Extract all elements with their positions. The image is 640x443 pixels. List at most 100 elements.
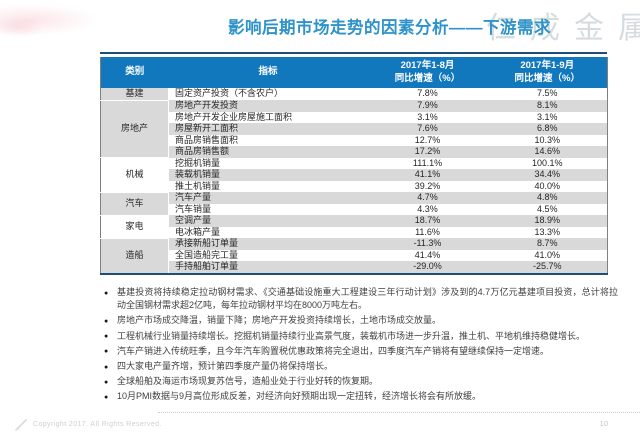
bullet-item: 房地产市场成交降温，销量下降；房地产开发投资持续增长，土地市场成交放量。 [104,314,618,328]
indicators-table: 类别 指标 2017年1-8月 同比增速（%） 2017年1-9月 同比增速（%… [100,52,608,275]
header-row: 类别 指标 2017年1-8月 同比增速（%） 2017年1-9月 同比增速（%… [100,57,608,88]
sep-growth-cell: 41.0% [534,249,561,260]
table-row: 商品房销售额 17.2% 14.6% [101,146,608,158]
table-row: 基建 固定资产投资（不含农户） 7.8% 7.5% [100,88,608,100]
aug-growth-cell: 18.7% [367,215,488,227]
pink-smudge [0,4,100,36]
aug-growth-cell: 111.1% [412,157,443,168]
indicator-cell: 挖掘机销量 [175,157,221,168]
indicator-cell: 承接新船订单量 [168,238,368,250]
pink-smudge [0,16,44,38]
page-number: 10 [599,419,608,428]
bullet-item: 汽车产销进入传统旺季，且今年汽车购置税优惠政策将完全退出，四季度汽车产销将有望继… [104,345,618,358]
sep-growth-cell: 8.7% [487,238,608,250]
table-row: 手持船舶订单量 -29.0% -25.7% [101,261,608,274]
table-row: 房地产 房地产开发投资 7.9% 8.1% [100,99,608,158]
indicator-cell: 汽车销量 [175,203,212,214]
indicator-cell: 房地产开发企业房屋施工面积 [175,111,293,122]
table-row: 房地产开发企业房屋施工面积 3.1% 3.1% [101,112,608,124]
aug-growth-cell: 41.4% [414,249,441,260]
col-header-category: 类别 [100,57,169,88]
sep-growth-cell: 6.8% [487,123,608,135]
bullet-item: 全球船舶及海运市场现复苏信号，造船业处于行业好转的恢复期。 [104,375,618,389]
table-row: 机械 挖掘机销量 111.1% 100.1% [100,157,608,192]
col-header-aug-period: 2017年1-8月 [400,60,455,72]
table-row: 电冰箱产量 11.6% 13.3% [101,227,608,239]
aug-growth-cell: 7.9% [367,100,488,112]
bullet-item: 四大家电产量齐增，预计第四季度产量仍将保持增长。 [104,360,618,374]
table-row: 推土机销量 39.2% 40.0% [101,181,608,193]
sep-growth-cell: 100.1% [531,157,563,168]
indicator-cell: 商品房销售额 [168,146,368,158]
indicator-cell: 房屋新开工面积 [168,123,368,135]
watermark-text: 仁成金属 [486,12,640,45]
aug-growth-cell: 7.6% [367,123,488,135]
table-top-border [100,52,607,54]
sep-growth-cell: 13.3% [534,226,561,237]
col-header-indicator: 指标 [168,57,368,88]
sep-growth-cell: 40.0% [534,180,561,191]
category-cell: 汽车 [100,191,169,215]
table-row: 全国造船完工量 41.4% 41.0% [101,250,608,262]
sep-growth-cell: 3.1% [536,111,558,122]
category-cell: 家电 [100,214,169,238]
aug-growth-cell: 41.1% [367,169,488,181]
table-row: 汽车销量 4.3% 4.5% [101,204,608,216]
indicator-cell: 空调产量 [168,215,368,227]
bullet-item: 10月PMI数据与9月高位形成反差，对经济向好预期出现一定扭转，经济增长将会有所… [104,390,618,404]
category-cell: 机械 [100,157,169,192]
sep-growth-cell: 34.4% [487,169,608,181]
category-cell: 造船 [100,237,169,274]
indicator-cell: 装载机销量 [168,169,368,181]
sep-growth-cell: 10.3% [534,134,561,145]
indicator-cell: 固定资产投资（不含农户） [175,88,284,99]
footer-divider [158,412,640,413]
sep-growth-cell: 7.5% [536,88,558,99]
table-header: 类别 指标 2017年1-8月 同比增速（%） 2017年1-9月 同比增速（%… [100,57,608,88]
growth-rate-table: 类别 指标 2017年1-8月 同比增速（%） 2017年1-9月 同比增速（%… [100,57,608,275]
pencil-icon [15,419,27,431]
col-header-sep-period: 2017年1-9月 [520,60,575,72]
indicator-cell: 商品房销售面积 [175,134,239,145]
aug-growth-cell: 39.2% [414,180,441,191]
table-row: 房屋新开工面积 7.6% 6.8% [101,123,608,135]
aug-growth-cell: 11.6% [415,226,440,237]
sep-growth-cell: 4.8% [487,192,608,204]
indicator-cell: 电冰箱产量 [175,226,221,237]
col-header-aug: 2017年1-8月 同比增速（%） [367,57,488,88]
table-row: 商品房销售面积 12.7% 10.3% [101,135,608,147]
bullet-item: 工程机械行业销量持续增长。挖掘机销量持续行业高景气度，装载机市场进一步升温，推土… [104,330,618,343]
sep-growth-cell: -25.7% [487,261,608,274]
sep-growth-cell: 18.9% [487,215,608,227]
aug-growth-cell: 4.3% [417,203,438,214]
aug-growth-cell: -11.3% [367,238,488,250]
col-header-aug-metric: 同比增速（%） [394,72,461,84]
category-cell: 基建 [100,88,169,100]
table-row: 汽车 汽车产量 4.7% 4.8% [100,191,608,215]
table-row: 造船 承接新船订单量 -11.3% 8.7% [100,237,608,274]
aug-growth-cell: 12.7% [414,134,441,145]
table-row: 装载机销量 41.1% 34.4% [101,169,608,181]
sep-growth-cell: 4.5% [536,203,558,214]
indicator-cell: 房地产开发投资 [168,100,368,112]
page-title: 影响后期市场走势的因素分析——下游需求 [228,19,551,37]
table-row: 家电 空调产量 18.7% 18.9% [100,214,608,238]
col-header-sep: 2017年1-9月 同比增速（%） [487,57,608,88]
indicator-cell: 手持船舶订单量 [168,261,368,274]
sep-growth-cell: 14.6% [487,146,608,158]
bullet-item: 基建投资将持续稳定拉动钢材需求、《交通基础设施重大工程建设三年行动计划》涉及到的… [104,286,618,312]
aug-growth-cell: 17.2% [367,146,488,158]
aug-growth-cell: 7.8% [417,88,438,99]
aug-growth-cell: 3.1% [417,111,438,122]
copyright-text: Copyright 2017. All Rights Reserved. [33,421,162,428]
col-header-sep-metric: 同比增速（%） [514,72,580,84]
indicator-cell: 全国造船完工量 [175,249,239,260]
indicator-cell: 推土机销量 [175,180,221,191]
aug-growth-cell: 4.7% [367,192,488,204]
table-body: 基建 固定资产投资（不含农户） 7.8% 7.5% 房地产 房地产开发投资 7.9% 8.1%… [100,88,608,274]
sep-growth-cell: 8.1% [487,100,608,112]
aug-growth-cell: -29.0% [367,261,488,274]
analysis-bullets: 基建投资将持续稳定拉动钢材需求、《交通基础设施重大工程建设三年行动计划》涉及到的… [104,286,618,406]
category-cell: 房地产 [100,99,169,158]
